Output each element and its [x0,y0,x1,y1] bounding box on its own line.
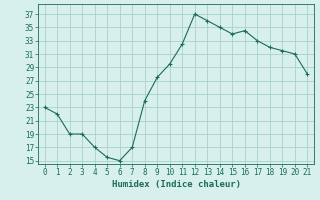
X-axis label: Humidex (Indice chaleur): Humidex (Indice chaleur) [111,180,241,189]
